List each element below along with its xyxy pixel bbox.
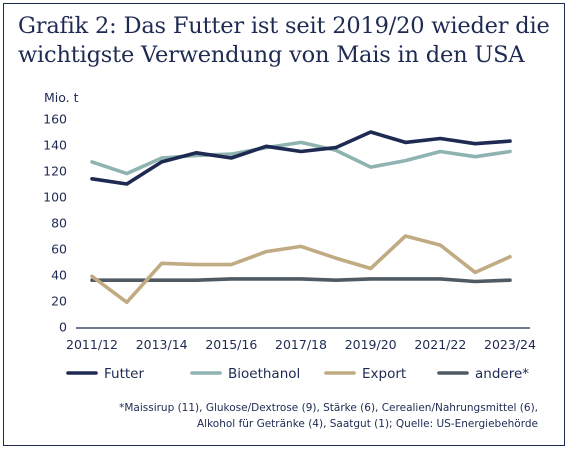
y-tick-label: 40 [51,268,67,283]
y-axis: 0 20 40 60 80 100 120 140 160 [43,112,67,335]
y-tick-label: 140 [43,138,67,153]
legend-item: Export [324,366,406,382]
x-tick-label: 2017/18 [275,337,327,352]
legend-label: Bioethanol [228,366,300,382]
series-line-futter [90,130,512,186]
legend-label: Export [362,366,406,382]
x-tick-label: 2021/22 [414,337,466,352]
legend-label: andere* [475,366,529,382]
y-tick-label: 120 [43,164,67,179]
legend-item: andere* [437,366,529,382]
x-tick-label: 2011/12 [66,337,118,352]
chart-title-line-1: Grafik 2: Das Futter ist seit 2019/20 wi… [18,13,550,39]
y-tick-label: 100 [43,190,67,205]
legend-item: Bioethanol [190,366,300,382]
legend-label: Futter [104,366,144,382]
legend-item: Futter [66,366,144,382]
x-tick-label: 2013/14 [136,337,188,352]
footnote-line-2: Alkohol für Getränke (4), Saatgut (1); Q… [197,418,538,430]
y-tick-label: 80 [51,216,67,231]
x-tick-label: 2023/24 [484,337,536,352]
footnote: *Maissirup (11), Glukose/Dextrose (9), S… [14,400,538,432]
footnote-line-1: *Maissirup (11), Glukose/Dextrose (9), S… [119,402,538,414]
series-line-export [90,234,512,305]
x-tick-label: 2019/20 [345,337,397,352]
y-axis-label: Mio. t [44,90,79,105]
chart-title-line-2: wichtigste Verwendung von Mais in den US… [18,42,525,68]
y-tick-label: 0 [59,320,67,335]
series-line-andere [90,277,512,284]
y-tick-label: 160 [43,112,67,127]
series-lines [90,130,512,305]
x-axis: 2011/12 2013/14 2015/16 2017/18 2019/20 2021/… [66,327,536,352]
legend: Futter Bioethanol Export andere* [66,366,529,382]
y-tick-label: 20 [51,294,67,309]
series-line-bioethanol [90,140,512,176]
y-tick-label: 60 [51,242,67,257]
x-tick-label: 2015/16 [205,337,257,352]
chart-title: Grafik 2: Das Futter ist seit 2019/20 wi… [18,12,558,70]
